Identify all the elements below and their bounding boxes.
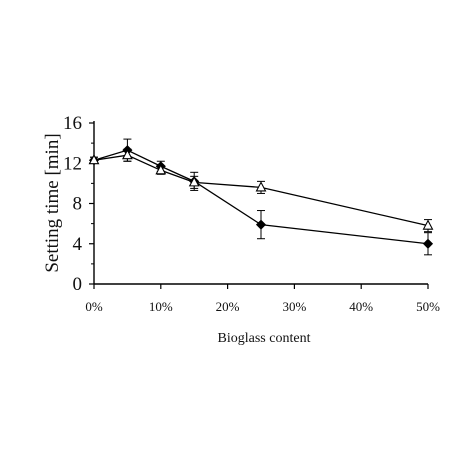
series-1-point-1 [121, 149, 133, 160]
series-0-point-5 [422, 238, 434, 249]
x-tick-label-2: 20% [216, 299, 240, 314]
y-tick-label-2: 8 [73, 194, 83, 215]
x-tick-label-0: 0% [85, 299, 103, 314]
y-tick-label-4: 16 [63, 113, 82, 134]
series-1-point-3 [188, 176, 200, 187]
series-layer [88, 138, 434, 256]
x-tick-label-3: 30% [282, 299, 306, 314]
y-tick-label-1: 4 [73, 234, 83, 255]
y-axis-title: Setting time [min] [42, 133, 63, 272]
x-axis-title: Bioglass content [218, 331, 311, 346]
x-tick-label-5: 50% [416, 299, 440, 314]
x-tick-label-4: 40% [349, 299, 373, 314]
series-0-point-4 [255, 219, 267, 230]
series-0-line [93, 149, 429, 245]
series-1-point-2 [155, 164, 167, 175]
ticks: 0 4 8 12 16 0% 10% 20% 30% 40% 50% [63, 113, 440, 314]
y-tick-label-3: 12 [63, 153, 82, 174]
series-1-line [93, 154, 429, 227]
series-1-point-0 [88, 154, 100, 165]
y-tick-label-0: 0 [73, 274, 83, 295]
x-tick-label-1: 10% [149, 299, 173, 314]
series-1-point-5 [422, 219, 434, 230]
axes [93, 121, 428, 285]
series-1-point-4 [255, 181, 267, 192]
